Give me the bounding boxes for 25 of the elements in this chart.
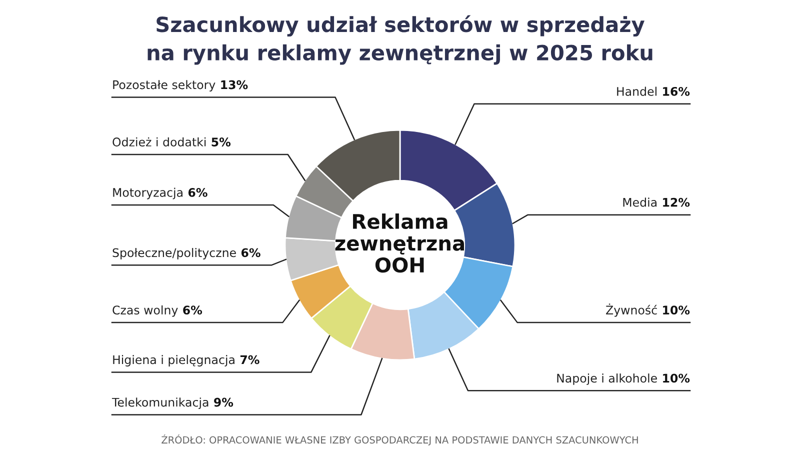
- data-label: 6%: [188, 188, 208, 197]
- slice-label: Żywność: [606, 304, 657, 317]
- chart-title: Szacunkowy udział sektorów w sprzedaży na rynku reklamy zewnętrznej w 2025 roku: [148, 15, 652, 65]
- slice-label: Napoje i alkohole: [557, 374, 657, 385]
- data-label: 7%: [240, 355, 260, 364]
- data-label: 16%: [663, 86, 690, 96]
- data-label: 6%: [241, 248, 260, 258]
- data-label: 9%: [214, 398, 234, 407]
- data-label: 5%: [212, 138, 231, 146]
- slice-label: Motoryzacja: [113, 188, 182, 200]
- data-label: 12%: [663, 198, 690, 207]
- slice-label: Higiena i pielęgnacja: [113, 355, 234, 366]
- slice-label: Media: [623, 198, 656, 207]
- data-label: 10%: [663, 306, 690, 315]
- slice-label: Pozostałe sektory: [113, 80, 216, 92]
- text: ŹRÓDŁO: OPRACOWANIE WŁASNE IZBY GOSPODARCZEJ NA PODSTAWIE DANYCH SZACUNKOWYCH: [162, 434, 638, 446]
- data-label: 6%: [183, 306, 202, 315]
- slice-label: Telekomunikacja: [112, 398, 208, 410]
- data-label: 10%: [663, 374, 690, 383]
- text: Reklama zewnętrzna OOH: [335, 213, 464, 273]
- slice-label: Czas wolny: [112, 305, 178, 317]
- slice-label: Odzież i dodatki: [112, 137, 206, 146]
- slice-label: Społeczne/polityczne: [112, 248, 236, 260]
- data-label: 13%: [221, 80, 248, 90]
- slice-label: Handel: [617, 86, 656, 96]
